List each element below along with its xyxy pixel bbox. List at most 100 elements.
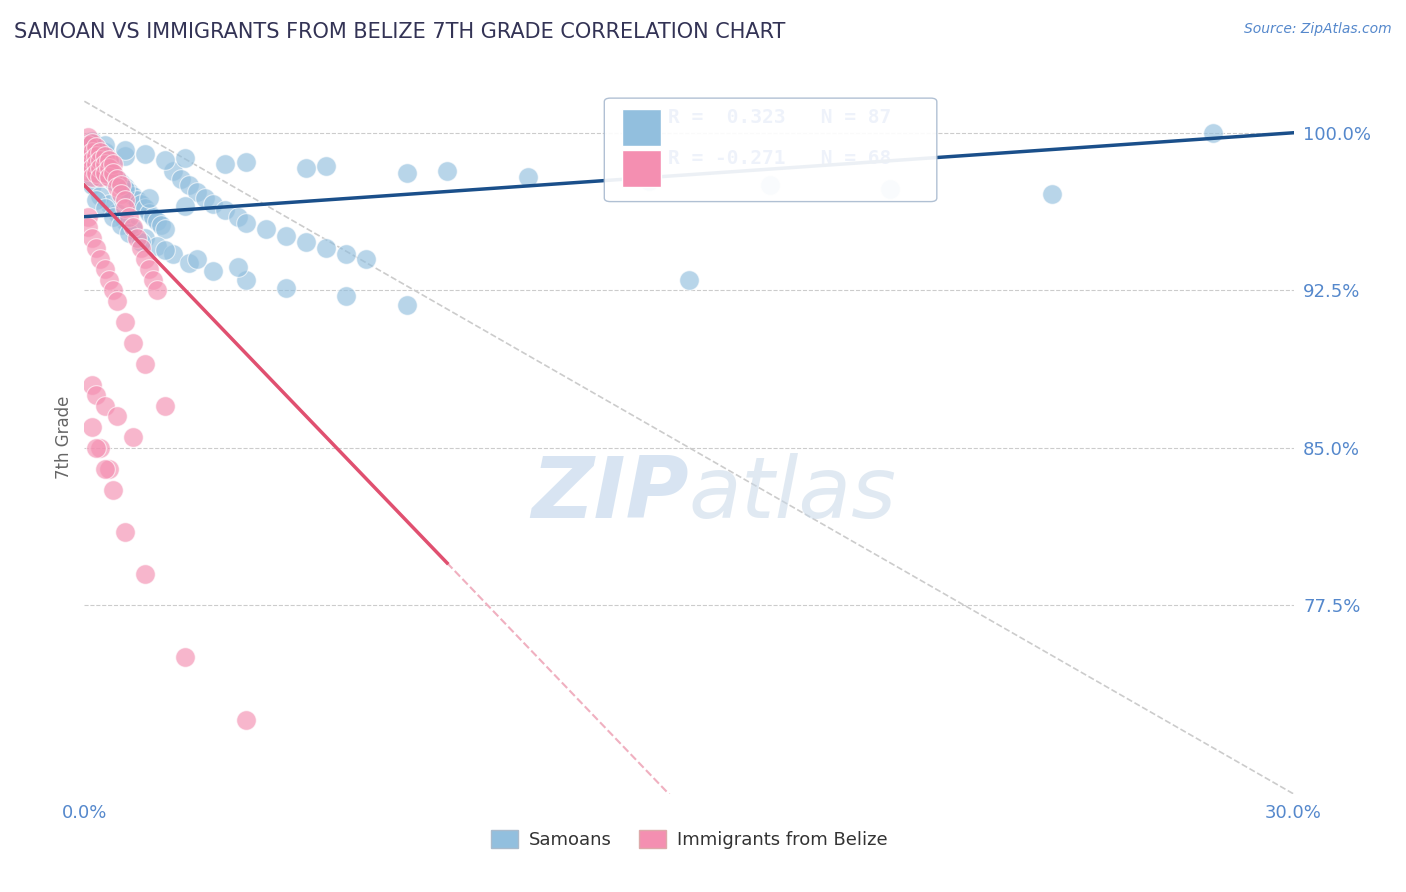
Point: [153, 222, 176, 236]
Point: [335, 247, 357, 261]
Point: [758, 178, 780, 193]
Point: [82, 134, 104, 148]
Point: [186, 252, 208, 266]
Point: [235, 714, 257, 728]
Point: [129, 241, 152, 255]
Point: [179, 256, 201, 270]
Point: [86, 193, 108, 207]
Point: [82, 169, 104, 184]
Point: [879, 182, 901, 196]
Point: [101, 166, 124, 180]
Point: [121, 220, 143, 235]
Point: [101, 483, 124, 497]
Point: [138, 191, 160, 205]
Point: [89, 166, 111, 180]
Point: [274, 281, 297, 295]
Point: [110, 218, 132, 232]
Y-axis label: 7th Grade: 7th Grade: [55, 395, 73, 479]
Point: [174, 650, 197, 665]
Point: [194, 191, 217, 205]
Point: [202, 197, 225, 211]
Point: [93, 138, 115, 153]
Point: [82, 136, 104, 151]
Point: [86, 166, 108, 180]
Point: [134, 202, 156, 216]
Point: [121, 430, 143, 444]
Point: [82, 230, 104, 244]
Point: [118, 185, 141, 199]
Point: [335, 289, 357, 303]
Point: [121, 335, 143, 350]
Point: [93, 202, 115, 216]
Point: [93, 157, 115, 171]
FancyBboxPatch shape: [623, 109, 661, 146]
Point: [97, 273, 120, 287]
Point: [1040, 186, 1063, 201]
Text: Source: ZipAtlas.com: Source: ZipAtlas.com: [1244, 22, 1392, 37]
Point: [93, 262, 115, 277]
Point: [101, 283, 124, 297]
Point: [146, 239, 169, 253]
Point: [86, 241, 108, 255]
Point: [77, 138, 100, 153]
Point: [121, 188, 143, 202]
Point: [101, 210, 124, 224]
Point: [118, 227, 141, 241]
Point: [97, 169, 120, 184]
Point: [235, 216, 257, 230]
Point: [82, 140, 104, 154]
Point: [93, 166, 115, 180]
Point: [356, 252, 378, 266]
Text: R = -0.271   N = 68: R = -0.271 N = 68: [668, 149, 891, 169]
Point: [82, 377, 104, 392]
Point: [315, 159, 337, 173]
Point: [93, 157, 115, 171]
FancyBboxPatch shape: [605, 98, 936, 202]
Point: [226, 260, 249, 274]
Point: [114, 315, 136, 329]
Point: [138, 262, 160, 277]
Point: [134, 357, 156, 371]
Point: [86, 441, 108, 455]
Point: [134, 252, 156, 266]
Point: [97, 197, 120, 211]
Point: [97, 153, 120, 167]
Point: [82, 145, 104, 159]
Point: [146, 214, 169, 228]
Point: [170, 172, 193, 186]
Point: [89, 153, 111, 167]
Point: [516, 169, 538, 184]
Point: [105, 293, 128, 308]
Point: [235, 155, 257, 169]
FancyBboxPatch shape: [623, 150, 661, 187]
Point: [86, 388, 108, 402]
Point: [82, 419, 104, 434]
Point: [125, 230, 148, 244]
Point: [97, 161, 120, 176]
Point: [77, 146, 100, 161]
Point: [89, 145, 111, 159]
Point: [395, 298, 418, 312]
Point: [114, 180, 136, 194]
Point: [114, 214, 136, 228]
Point: [93, 399, 115, 413]
Point: [235, 273, 257, 287]
Point: [149, 218, 172, 232]
Point: [110, 178, 132, 193]
Point: [214, 203, 236, 218]
Point: [105, 409, 128, 423]
Point: [114, 524, 136, 539]
Point: [179, 178, 201, 193]
Point: [114, 149, 136, 163]
Point: [77, 155, 100, 169]
Point: [114, 182, 136, 196]
Point: [162, 163, 184, 178]
Point: [202, 264, 225, 278]
Point: [153, 153, 176, 167]
Point: [93, 461, 115, 475]
Point: [89, 252, 111, 266]
Point: [118, 210, 141, 224]
Point: [110, 186, 132, 201]
Point: [77, 220, 100, 235]
Point: [254, 222, 277, 236]
